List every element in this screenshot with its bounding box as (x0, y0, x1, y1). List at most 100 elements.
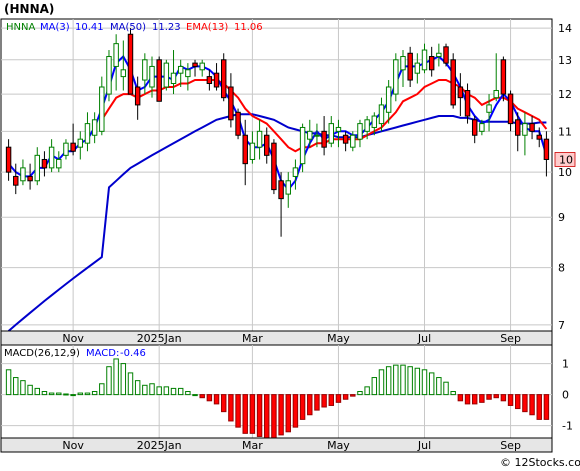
candle-body (192, 62, 198, 67)
macd-bar (106, 366, 112, 396)
candle-body (407, 52, 413, 81)
macd-bar (235, 394, 241, 428)
candle-body (99, 86, 105, 132)
macd-bar (543, 394, 550, 420)
candle-body (515, 119, 521, 136)
price-y-tick-label: 9 (558, 211, 565, 224)
macd-bar (486, 394, 492, 400)
macd-bar (378, 369, 385, 396)
macd-bar (350, 394, 356, 397)
candle-body (177, 65, 184, 74)
macd-bar (156, 386, 162, 396)
candle-body (307, 130, 313, 140)
macd-bar (242, 394, 248, 434)
macd-bar (213, 394, 220, 405)
candle-body (400, 56, 406, 71)
macd-bar (206, 394, 213, 402)
candle-body (228, 86, 234, 121)
candle-body (120, 69, 127, 78)
candle-body (421, 49, 428, 71)
macd-bar (393, 364, 399, 396)
macd-bar (192, 394, 198, 397)
macd-bar (522, 394, 528, 413)
price-legend: HNNA MA(3) 10.41 MA(50) 11.23 EMA(13) 11… (6, 22, 263, 33)
candle-body (206, 76, 213, 85)
macd-bar (314, 394, 320, 411)
candle-body (235, 111, 241, 136)
macd-bar (142, 384, 148, 396)
macd-bar (335, 394, 342, 403)
macd-bar (400, 364, 406, 396)
candle-body (414, 62, 421, 74)
candle-body (357, 123, 363, 140)
candle-body (27, 175, 33, 182)
candle-body (163, 62, 170, 88)
macd-bar (256, 394, 263, 437)
macd-bar (299, 394, 306, 420)
macd-bar (414, 367, 421, 396)
candle-body (264, 134, 270, 156)
macd-bar (99, 383, 105, 396)
candle-body (507, 93, 514, 125)
price-panel: 7 8 9 10 11 12 13 14 HNNA MA(3) 10.41 MA(50) 11… (0, 18, 576, 332)
price-y-tick-label: 13 (558, 54, 572, 67)
ma50-line (7, 113, 547, 332)
candle-body (443, 46, 449, 64)
price-y-tick-label: 8 (558, 262, 565, 275)
macd-bar (371, 377, 378, 396)
candle-body (142, 59, 148, 81)
candle-body (48, 146, 55, 169)
price-tag-value: 10 (559, 153, 573, 166)
candle-body (91, 119, 98, 136)
macd-bar (285, 394, 291, 433)
candle-body (134, 86, 141, 106)
candle-body (321, 130, 327, 148)
macd-bar (264, 394, 270, 439)
candle-body (56, 158, 62, 169)
macd-bar (471, 394, 478, 405)
macd-bar (134, 380, 141, 396)
candle-body (328, 123, 335, 144)
candle-body (450, 59, 456, 106)
macd-bar (5, 369, 12, 396)
candle-body (156, 59, 162, 102)
macd-legend-label: MACD(26,12,9) (4, 348, 80, 359)
candle-body (113, 43, 119, 67)
price-tag: 10 (554, 152, 576, 167)
candle-body (170, 72, 177, 85)
candle-body (127, 33, 134, 95)
macd-bar (493, 394, 499, 399)
candle-body (199, 62, 205, 71)
candle-body (314, 134, 320, 137)
watermark: © 12Stocks.com (500, 456, 580, 469)
x-axis-lower-label: 2025Jan (137, 439, 182, 452)
macd-bar (307, 394, 313, 416)
x-axis-upper-label: Mar (242, 332, 263, 345)
macd-bar (385, 366, 392, 396)
candle-body (106, 56, 112, 95)
macd-bar (292, 394, 299, 428)
candle-body (536, 134, 542, 140)
candle-body (529, 123, 535, 132)
macd-bar (228, 394, 234, 422)
macd-bar (278, 394, 284, 436)
candle-body (13, 175, 19, 186)
x-axis-upper: Nov 2025Jan Mar May Jul Sep (0, 330, 553, 346)
x-axis-upper-label: May (327, 332, 350, 345)
candle-body (185, 69, 191, 78)
macd-bar (407, 366, 413, 396)
candle-body (364, 119, 370, 132)
chart-title: (HNNA) (4, 2, 54, 16)
macd-bar (41, 391, 48, 396)
macd-bar (63, 393, 69, 396)
macd-bar (177, 387, 184, 396)
macd-bar (536, 394, 542, 420)
price-y-tick-label: 10 (558, 166, 572, 179)
macd-bar (500, 394, 507, 402)
macd-bar (20, 380, 26, 396)
candle-body (77, 138, 84, 148)
macd-bar (199, 394, 205, 399)
macd-bar (249, 394, 256, 434)
macd-bar (185, 391, 191, 396)
